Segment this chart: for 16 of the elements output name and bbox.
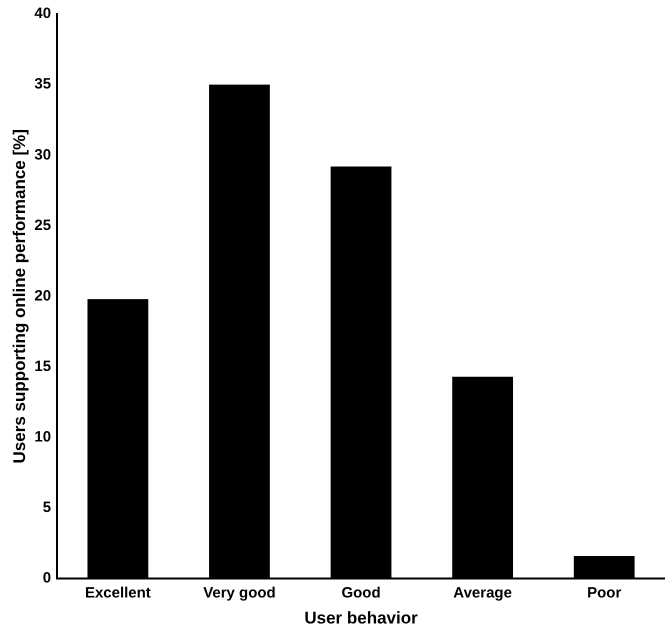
x-tick-label: Poor: [587, 584, 622, 602]
y-tick-label: 15: [34, 358, 52, 376]
x-tick-label: Average: [453, 584, 512, 602]
x-tick-label: Excellent: [84, 584, 151, 602]
y-axis-title: Users supporting online performance [%]: [10, 129, 29, 464]
y-tick-label: 25: [34, 216, 52, 234]
y-tick-label: 20: [34, 287, 52, 304]
y-tick-label: 35: [34, 76, 52, 93]
x-tick-label: Very good: [203, 584, 276, 602]
y-tick-label: 30: [34, 146, 52, 164]
x-tick-label: Good: [341, 584, 381, 602]
y-tick-label: 10: [34, 428, 52, 446]
x-axis-title: User behavior: [304, 608, 418, 628]
y-tick-label: 0: [42, 570, 52, 587]
y-tick-label: 40: [34, 5, 52, 22]
y-tick-label: 5: [42, 499, 52, 516]
